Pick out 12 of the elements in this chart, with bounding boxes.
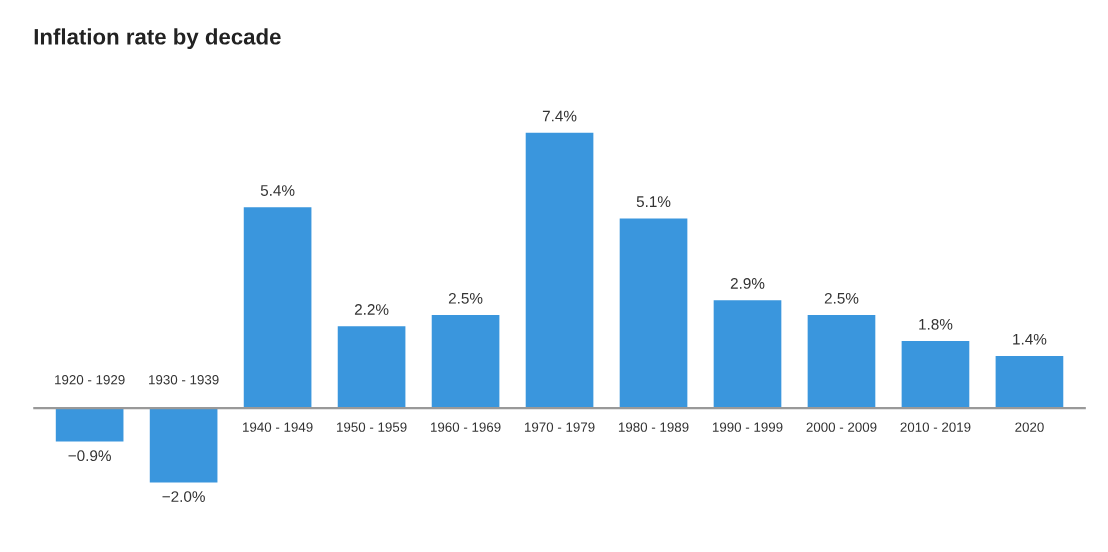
chart-title: Inflation rate by decade — [34, 28, 281, 49]
bar — [243, 207, 312, 409]
bar — [337, 326, 406, 409]
bar — [149, 408, 218, 483]
bar — [901, 341, 970, 409]
bar — [807, 315, 876, 409]
bar — [619, 218, 688, 409]
bar — [713, 300, 782, 409]
bar — [55, 408, 124, 442]
bar — [525, 132, 594, 409]
bar — [431, 315, 500, 409]
bar — [995, 356, 1064, 409]
